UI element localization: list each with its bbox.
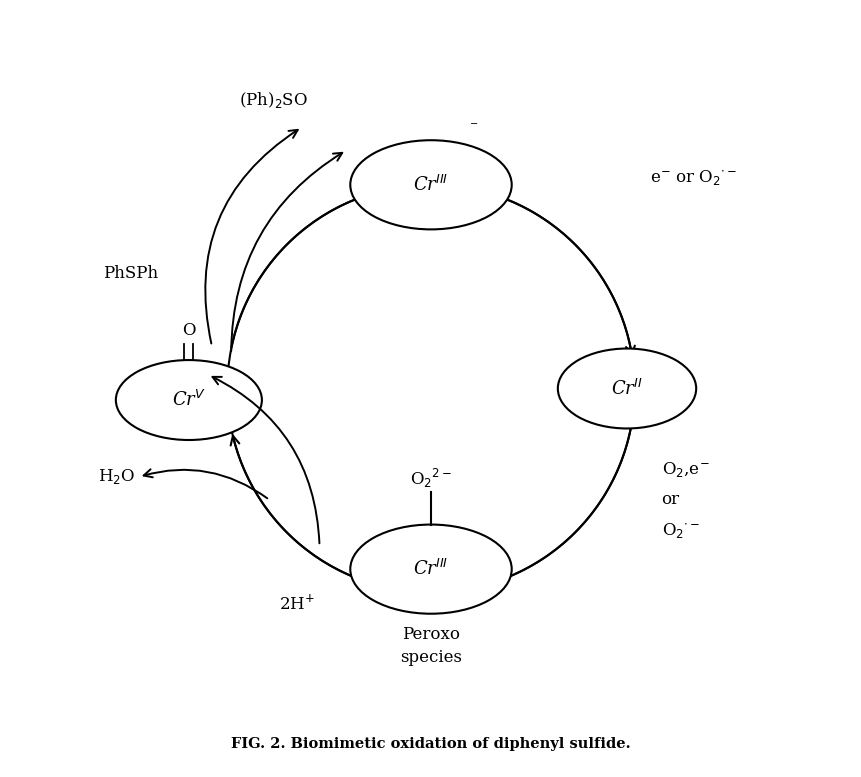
Text: e$^{-}$ or O$_2$$^{\cdot -}$: e$^{-}$ or O$_2$$^{\cdot -}$ bbox=[649, 168, 736, 186]
Text: Cr$^{II}$: Cr$^{II}$ bbox=[610, 378, 642, 399]
Text: Cr$^{III}$: Cr$^{III}$ bbox=[412, 175, 449, 195]
Ellipse shape bbox=[115, 360, 262, 440]
Ellipse shape bbox=[557, 349, 696, 428]
Ellipse shape bbox=[350, 524, 511, 614]
Text: O$_2$,e$^{-}$: O$_2$,e$^{-}$ bbox=[661, 460, 709, 479]
Text: O: O bbox=[182, 322, 195, 339]
Text: FIG. 2. Biomimetic oxidation of diphenyl sulfide.: FIG. 2. Biomimetic oxidation of diphenyl… bbox=[231, 737, 630, 751]
Ellipse shape bbox=[350, 140, 511, 229]
Text: Cr$^{V}$: Cr$^{V}$ bbox=[171, 390, 206, 410]
Text: O$_2$$^{2-}$: O$_2$$^{2-}$ bbox=[410, 467, 451, 490]
Text: Peroxo
species: Peroxo species bbox=[400, 625, 461, 666]
Text: O$_2$$^{\cdot -}$: O$_2$$^{\cdot -}$ bbox=[661, 521, 699, 540]
Text: Cr$^{III}$: Cr$^{III}$ bbox=[412, 559, 449, 579]
Text: H$_2$O: H$_2$O bbox=[98, 468, 135, 486]
Text: or: or bbox=[661, 492, 679, 508]
Text: (Ph)$_2$SO: (Ph)$_2$SO bbox=[238, 90, 307, 110]
Text: PhSPh: PhSPh bbox=[102, 265, 158, 282]
Text: 2H$^{+}$: 2H$^{+}$ bbox=[278, 594, 314, 613]
Text: $^{-}$: $^{-}$ bbox=[469, 120, 478, 134]
